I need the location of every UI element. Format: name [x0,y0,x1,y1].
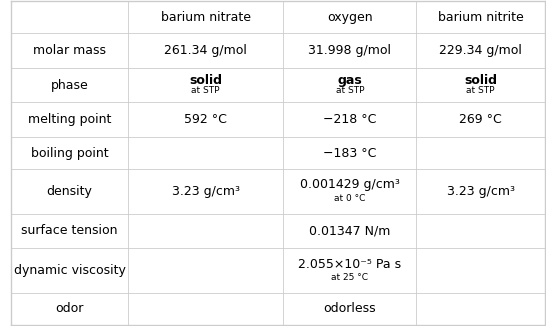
Text: molar mass: molar mass [33,44,106,57]
Text: 229.34 g/mol: 229.34 g/mol [439,44,522,57]
Text: at STP: at STP [466,86,495,95]
Text: −183 °C: −183 °C [323,147,376,159]
Text: at 25 °C: at 25 °C [331,274,368,282]
Text: odor: odor [55,302,84,315]
Text: 0.01347 N/m: 0.01347 N/m [309,225,390,237]
Text: barium nitrate: barium nitrate [161,11,251,24]
Text: surface tension: surface tension [21,225,118,237]
Text: −218 °C: −218 °C [323,113,376,126]
Text: phase: phase [51,79,88,92]
Text: 261.34 g/mol: 261.34 g/mol [164,44,247,57]
Text: at 0 °C: at 0 °C [334,194,365,203]
Text: 269 °C: 269 °C [459,113,502,126]
Text: boiling point: boiling point [31,147,108,159]
Text: solid: solid [189,74,222,87]
Text: 592 °C: 592 °C [184,113,227,126]
Text: at STP: at STP [335,86,364,95]
Text: 3.23 g/cm³: 3.23 g/cm³ [171,185,240,198]
Text: odorless: odorless [323,302,376,315]
Text: 0.001429 g/cm³: 0.001429 g/cm³ [300,178,400,191]
Text: dynamic viscosity: dynamic viscosity [14,264,126,277]
Text: oxygen: oxygen [327,11,372,24]
Text: solid: solid [464,74,497,87]
Text: gas: gas [337,74,362,87]
Text: density: density [46,185,92,198]
Text: 3.23 g/cm³: 3.23 g/cm³ [447,185,514,198]
Text: barium nitrite: barium nitrite [438,11,524,24]
Text: at STP: at STP [192,86,220,95]
Text: melting point: melting point [28,113,111,126]
Text: 31.998 g/mol: 31.998 g/mol [308,44,391,57]
Text: 2.055×10⁻⁵ Pa s: 2.055×10⁻⁵ Pa s [298,258,401,271]
